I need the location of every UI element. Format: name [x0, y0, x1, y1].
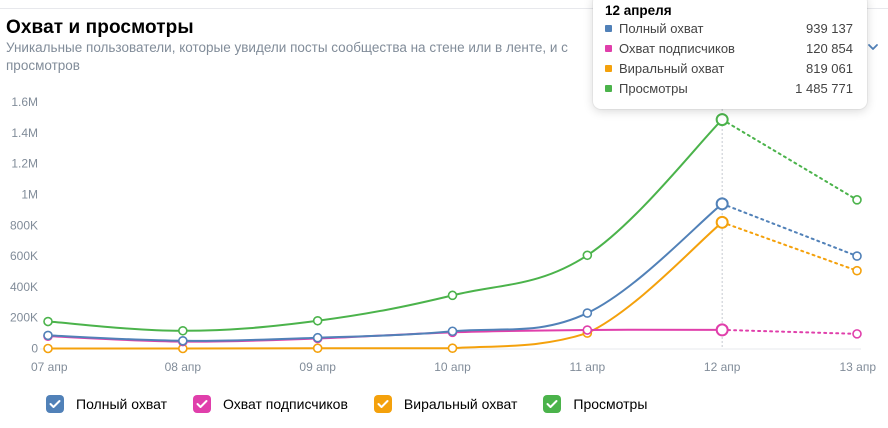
tooltip-series-value: 120 854 — [806, 41, 853, 56]
data-point — [447, 290, 458, 301]
legend-item-subscribers-reach[interactable]: Охват подписчиков — [193, 395, 348, 413]
x-tick-label: 13 апр — [839, 360, 876, 374]
data-point — [582, 250, 593, 261]
legend-label: Охват подписчиков — [223, 396, 348, 412]
y-tick-label: 0 — [31, 342, 38, 356]
top-divider — [0, 8, 888, 9]
data-point — [715, 197, 729, 211]
y-tick-label: 600K — [10, 249, 38, 263]
series-3-forecast-line — [721, 118, 858, 201]
chart-subtitle: Уникальные пользователи, которые увидели… — [6, 39, 606, 75]
checkbox-icon — [543, 395, 562, 413]
tooltip-row-subscribers-reach: Охват подписчиков 120 854 — [605, 39, 855, 59]
legend-label: Виральный охват — [403, 396, 518, 412]
legend-item-views[interactable]: Просмотры — [543, 395, 647, 413]
data-point — [178, 335, 188, 346]
y-tick-label: 200K — [10, 311, 38, 325]
chevron-down-icon[interactable] — [866, 40, 880, 54]
y-tick-label: 1.4M — [11, 126, 38, 140]
tooltip-row-viral-reach: Виральный охват 819 061 — [605, 59, 855, 79]
data-point — [178, 325, 188, 336]
series-0-line — [47, 203, 723, 342]
data-point — [43, 330, 53, 341]
x-tick-label: 09 апр — [299, 360, 336, 374]
chart-legend: Полный охват Охват подписчиков Виральный… — [46, 394, 673, 414]
data-point — [582, 325, 593, 335]
y-tick-label: 1M — [21, 187, 38, 201]
data-point — [852, 251, 862, 261]
tooltip-date: 12 апреля — [605, 3, 672, 18]
x-tick-label: 10 апр — [434, 360, 471, 374]
line-chart: 0 200K 400K 600K 800K 1M 1.2M 1.4M 1.6M 07 апр 08 … — [10, 95, 876, 374]
legend-item-full-reach[interactable]: Полный охват — [46, 395, 167, 413]
subtitle-line-2: просмотров — [6, 58, 80, 73]
data-point — [447, 343, 458, 353]
data-point — [582, 308, 593, 318]
x-tick-label: 08 апр — [165, 360, 202, 374]
x-tick-label: 12 апр — [704, 360, 741, 374]
tooltip-series-value: 1 485 771 — [795, 81, 853, 96]
tooltip-series-name: Полный охват — [619, 21, 704, 36]
data-point — [715, 113, 729, 127]
legend-label: Просмотры — [573, 396, 648, 412]
y-tick-label: 1.6M — [11, 95, 38, 109]
checkbox-icon — [373, 395, 392, 413]
data-point — [312, 332, 323, 343]
legend-item-viral-reach[interactable]: Виральный охват — [373, 395, 518, 413]
tooltip-row-views: Просмотры 1 485 771 — [605, 79, 855, 99]
series-3-line — [47, 118, 723, 332]
subtitle-line-1: Уникальные пользователи, которые увидели… — [6, 40, 568, 55]
tooltip-series-name: Виральный охват — [619, 61, 725, 76]
series-2-forecast-line — [721, 221, 858, 272]
data-point — [43, 343, 53, 354]
tooltip-row-full-reach: Полный охват 939 137 — [605, 19, 855, 39]
y-tick-label: 400K — [10, 280, 38, 294]
tooltip-series-name: Охват подписчиков — [619, 41, 735, 56]
checkbox-icon — [46, 395, 64, 413]
data-point — [852, 329, 862, 339]
data-point — [43, 316, 53, 327]
x-tick-label: 07 апр — [31, 360, 68, 374]
tooltip-series-value: 819 061 — [806, 61, 853, 76]
tooltip-series-name: Просмотры — [619, 81, 688, 96]
legend-label: Полный охват — [76, 396, 168, 412]
tooltip-card: 12 апреля Полный охват 939 137 Охват под… — [593, 0, 867, 109]
checkbox-icon — [193, 395, 212, 413]
tooltip-series-value: 939 137 — [806, 21, 853, 36]
data-point — [715, 323, 729, 337]
series-swatch — [605, 25, 612, 32]
series-2-line — [47, 221, 723, 350]
x-tick-label: 11 апр — [570, 360, 606, 374]
series-0-forecast-line — [721, 202, 858, 258]
data-point — [715, 215, 729, 229]
series-swatch — [605, 85, 612, 92]
data-point — [447, 326, 458, 337]
data-point — [852, 195, 862, 205]
series-swatch — [605, 45, 612, 52]
y-tick-label: 800K — [10, 218, 38, 232]
data-point — [312, 315, 323, 326]
chart-title: Охват и просмотры — [6, 17, 194, 38]
data-point — [312, 343, 323, 353]
data-point — [852, 265, 862, 276]
series-1-forecast-line — [721, 328, 858, 335]
y-tick-label: 1.2M — [11, 157, 38, 171]
series-swatch — [605, 65, 612, 72]
